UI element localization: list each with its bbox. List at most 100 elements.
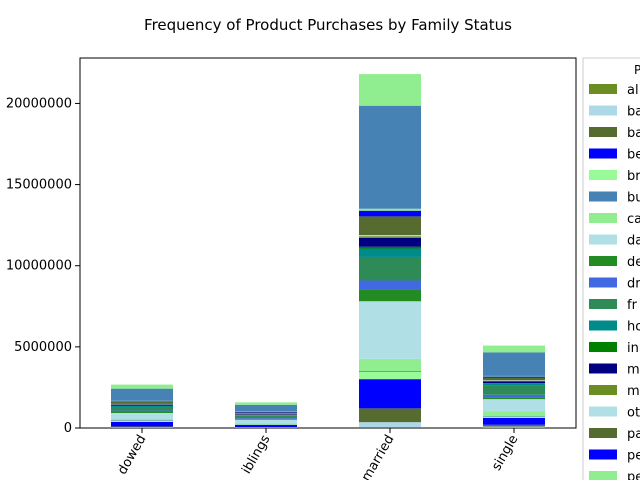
bar-segment-married-11 xyxy=(359,248,421,257)
legend-swatch xyxy=(589,105,617,116)
bar-segment-siblings-9 xyxy=(235,418,297,420)
y-tick-label: 5000000 xyxy=(14,340,72,355)
bar-segment-married-20 xyxy=(359,74,421,106)
legend-swatch xyxy=(589,299,617,309)
bar-segment-widowed-8 xyxy=(111,412,173,413)
bar-segment-single-9 xyxy=(483,394,545,398)
legend-swatch xyxy=(589,213,617,223)
bar-segment-single-4 xyxy=(483,416,545,418)
bar-segment-married-12 xyxy=(359,246,421,249)
legend-label: ba xyxy=(627,126,640,141)
bar-segment-siblings-13 xyxy=(235,414,297,415)
bar-segment-siblings-16 xyxy=(235,412,297,414)
bar-segment-widowed-5 xyxy=(111,420,173,421)
bar-segment-widowed-16 xyxy=(111,401,173,404)
bar-segment-married-3 xyxy=(359,379,421,409)
bar-segment-single-10 xyxy=(483,385,545,395)
y-tick-label: 0 xyxy=(64,421,72,436)
bars-group xyxy=(111,74,545,428)
bar-segment-single-18 xyxy=(483,375,545,377)
legend-label: br xyxy=(627,169,640,184)
legend-label: dr xyxy=(627,277,640,292)
bar-segment-widowed-20 xyxy=(111,384,173,389)
bar-segment-siblings-19 xyxy=(235,404,297,412)
legend-swatch xyxy=(589,170,617,180)
legend-swatch xyxy=(589,84,617,94)
bar-segment-single-20 xyxy=(483,345,545,353)
bar-segment-married-10 xyxy=(359,256,421,281)
bar-segment-single-16 xyxy=(483,377,545,381)
bar-segment-siblings-8 xyxy=(235,419,297,420)
bar-segment-siblings-11 xyxy=(235,415,297,416)
bar-segment-single-3 xyxy=(483,417,545,425)
bar-segment-single-2 xyxy=(483,424,545,427)
x-tick-label-married: married xyxy=(359,433,397,480)
legend-swatch xyxy=(589,127,617,137)
legend-swatch xyxy=(589,256,617,266)
bar-segment-married-0 xyxy=(359,427,421,428)
legend-title: P xyxy=(634,63,640,77)
bar-segment-single-17 xyxy=(483,376,545,378)
legend-swatch xyxy=(589,277,617,288)
bar-segment-siblings-10 xyxy=(235,415,297,419)
legend-swatch xyxy=(589,342,617,352)
bar-segment-widowed-19 xyxy=(111,388,173,401)
x-tick-label-siblings: iblings xyxy=(239,432,273,476)
bar-segment-married-6 xyxy=(359,358,421,372)
legend-swatch xyxy=(589,320,617,331)
bar-segment-widowed-2 xyxy=(111,426,173,428)
x-tick-label-single: single xyxy=(489,433,521,474)
bar-segment-single-7 xyxy=(483,399,545,412)
y-tick-label: 20000000 xyxy=(6,96,72,111)
legend-swatch xyxy=(589,471,617,480)
legend: P al ba ba be br bu ca da de dr fr ho in mm ot pa pe pe xyxy=(582,57,640,480)
legend-label: m xyxy=(627,384,640,399)
legend-swatch xyxy=(589,428,617,438)
legend-swatch xyxy=(589,191,617,202)
bar-segment-married-8 xyxy=(359,289,421,302)
bar-segment-widowed-3 xyxy=(111,421,173,427)
legend-label: de xyxy=(627,255,640,270)
legend-swatch xyxy=(589,234,617,245)
legend-label: ot xyxy=(627,406,640,421)
legend-label: pe xyxy=(627,449,640,464)
bar-segment-married-5 xyxy=(359,371,421,372)
bar-segment-widowed-11 xyxy=(111,406,173,407)
bar-segment-married-18 xyxy=(359,208,421,211)
bar-segment-single-13 xyxy=(483,381,545,384)
legend-label: al xyxy=(627,83,639,98)
legend-label: fr xyxy=(627,298,638,313)
bar-segment-married-17 xyxy=(359,210,421,217)
legend-label: ba xyxy=(627,105,640,120)
legend-label: m xyxy=(627,363,640,378)
legend-swatch xyxy=(589,148,617,159)
legend-items: al ba ba be br bu ca da de dr fr ho in mm ot pa pe pe xyxy=(589,83,640,480)
legend-swatch xyxy=(589,449,617,460)
bar-segment-widowed-9 xyxy=(111,410,173,413)
bar-segment-married-16 xyxy=(359,216,421,236)
bar-segment-single-8 xyxy=(483,397,545,400)
bar-segment-married-15 xyxy=(359,235,421,237)
bar-segment-single-14 xyxy=(483,380,545,382)
bar-segment-widowed-10 xyxy=(111,406,173,411)
legend-label: bu xyxy=(627,191,640,206)
x-axis: dowed iblings married single xyxy=(115,428,521,480)
bar-segment-single-11 xyxy=(483,383,545,386)
bar-segment-widowed-17 xyxy=(111,401,173,402)
plot-area-frame xyxy=(79,57,577,429)
bar-segment-widowed-7 xyxy=(111,412,173,419)
bar-segment-married-2 xyxy=(359,408,421,423)
legend-label: pa xyxy=(627,427,640,442)
bar-segment-married-7 xyxy=(359,301,421,359)
bar-segment-siblings-6 xyxy=(235,423,297,425)
bar-segment-married-9 xyxy=(359,280,421,290)
chart-title: Frequency of Product Purchases by Family… xyxy=(144,16,512,34)
legend-swatch xyxy=(589,385,617,395)
bar-segment-single-12 xyxy=(483,383,545,384)
bar-segment-married-19 xyxy=(359,105,421,209)
bar-segment-married-14 xyxy=(359,236,421,238)
bar-segment-widowed-4 xyxy=(111,420,173,422)
bar-segment-single-19 xyxy=(483,352,545,376)
bar-segment-married-1 xyxy=(359,422,421,428)
